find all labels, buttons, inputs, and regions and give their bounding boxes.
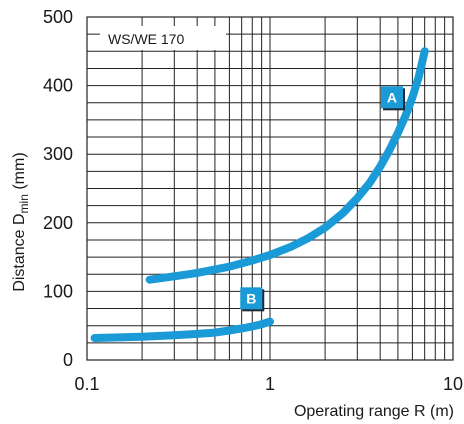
series-badge-b bbox=[240, 287, 263, 310]
chart-title: WS/WE 170 bbox=[108, 31, 184, 47]
x-tick-label: 10 bbox=[443, 374, 463, 394]
series-badge-a bbox=[380, 86, 403, 109]
x-tick-labels: 0.1 1 10 bbox=[74, 374, 463, 394]
series-badge-label: B bbox=[246, 290, 256, 306]
series-line-a bbox=[145, 47, 429, 284]
y-axis-label-sub: min bbox=[17, 194, 31, 213]
title-background bbox=[100, 26, 226, 50]
y-axis-label-main: Distance D bbox=[11, 213, 28, 291]
y-tick-label: 200 bbox=[43, 213, 73, 233]
y-tick-label: 0 bbox=[63, 350, 73, 370]
grid bbox=[86, 16, 454, 361]
series-badges: AB bbox=[240, 86, 405, 312]
y-axis-label: Distance Dmin (mm) bbox=[11, 152, 31, 291]
x-tick-label: 1 bbox=[265, 374, 275, 394]
x-axis-label: Operating range R (m) bbox=[294, 403, 454, 420]
y-tick-label: 400 bbox=[43, 76, 73, 96]
series-line-b bbox=[90, 317, 274, 342]
curves bbox=[90, 47, 429, 342]
series-badge-label: A bbox=[387, 89, 397, 105]
y-tick-label: 100 bbox=[43, 281, 73, 301]
y-tick-labels: 0 100 200 300 400 500 bbox=[43, 7, 73, 370]
y-tick-label: 500 bbox=[43, 7, 73, 27]
x-tick-label: 0.1 bbox=[74, 374, 99, 394]
y-axis-label-unit: (mm) bbox=[11, 152, 28, 194]
y-tick-label: 300 bbox=[43, 144, 73, 164]
